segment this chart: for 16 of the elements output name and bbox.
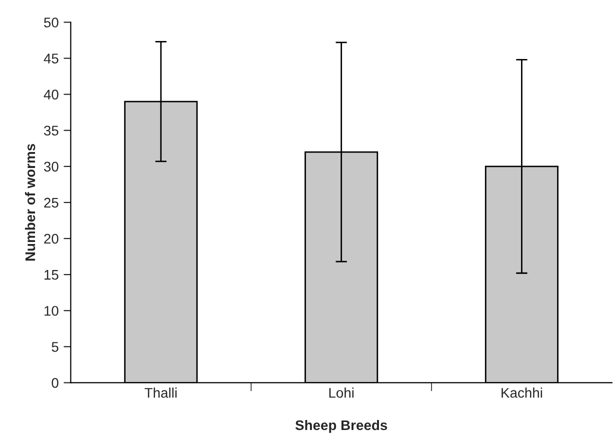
x-tick-label: Lohi bbox=[329, 388, 354, 398]
x-tick-label: Kachhi bbox=[502, 388, 542, 398]
y-tick-label: 45 bbox=[44, 54, 58, 64]
y-tick-label: 5 bbox=[52, 342, 58, 352]
x-axis-title: Sheep Breeds bbox=[295, 420, 388, 433]
y-axis-title: Number of worms bbox=[24, 144, 36, 261]
y-tick-label: 50 bbox=[44, 18, 58, 28]
y-tick-label: 20 bbox=[44, 234, 58, 244]
y-tick-label: 10 bbox=[44, 306, 58, 316]
y-tick-label: 30 bbox=[44, 162, 58, 172]
x-tick-label: Thalli bbox=[144, 388, 177, 398]
y-tick-label: 15 bbox=[44, 270, 58, 280]
y-tick-label: 35 bbox=[44, 126, 58, 136]
y-tick-label: 25 bbox=[44, 198, 58, 208]
y-tick-label: 40 bbox=[44, 90, 58, 100]
y-tick-label: 0 bbox=[52, 378, 58, 388]
